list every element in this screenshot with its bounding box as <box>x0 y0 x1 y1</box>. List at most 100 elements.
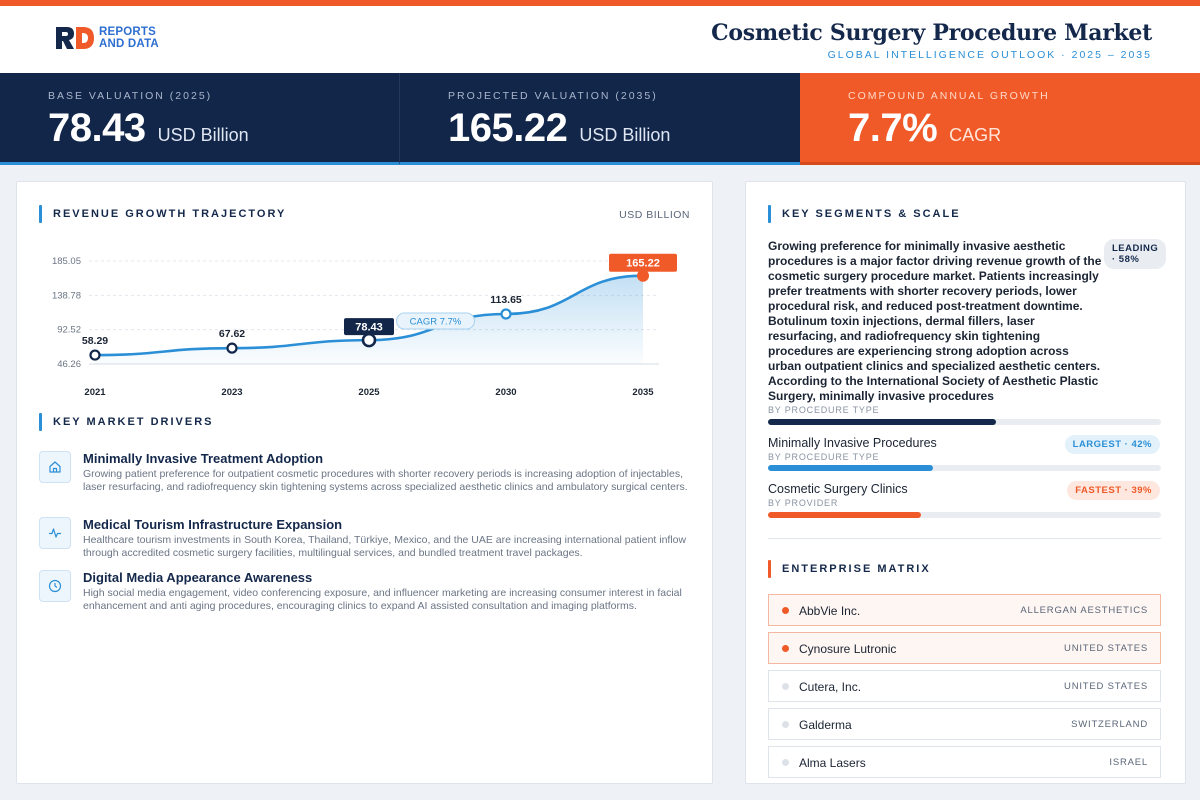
segment-name: Cosmetic Surgery Clinics <box>768 482 908 496</box>
y-tick-label: 138.78 <box>52 290 81 301</box>
kpi-unit: USD Billion <box>157 125 249 145</box>
logo-rd-icon <box>56 27 94 49</box>
segment-name: Minimally Invasive Procedures <box>768 436 937 450</box>
value-label-box <box>344 318 394 336</box>
drivers-section-title: KEY MARKET DRIVERS <box>53 416 214 428</box>
enterprise-location: SWITZERLAND <box>1071 719 1148 730</box>
x-tick-label: 2035 <box>632 387 654 398</box>
pulse-icon <box>39 517 71 549</box>
logo-text: REPORTS AND DATA <box>99 26 159 50</box>
home-icon <box>39 451 71 483</box>
logo-line-2: AND DATA <box>99 38 159 50</box>
logo-line-1: REPORTS <box>99 26 156 38</box>
kpi-label: BASE VALUATION (2025) <box>48 90 213 102</box>
data-label: 67.62 <box>219 328 245 340</box>
left-panel: REVENUE GROWTH TRAJECTORY USD BILLION 18… <box>16 181 713 784</box>
segment-sub-label: BY PROCEDURE TYPE <box>768 452 880 462</box>
driver-description: Healthcare tourism investments in South … <box>83 534 687 559</box>
driver-title: Minimally Invasive Treatment Adoption <box>83 451 324 466</box>
reports-and-data-logo[interactable]: RD REPORTS AND DATA <box>55 26 159 50</box>
segments-section-title: KEY SEGMENTS & SCALE <box>782 208 961 220</box>
driver-description: High social media engagement, video conf… <box>83 587 682 612</box>
segment-sub-label: BY PROVIDER <box>768 498 839 508</box>
kpi-value: 78.43 <box>48 106 146 150</box>
segment-share-fill <box>768 512 922 518</box>
status-dot <box>782 607 789 614</box>
right-panel: KEY SEGMENTS & SCALE Growing preference … <box>745 181 1186 784</box>
chart-unit-label: USD BILLION <box>619 209 690 221</box>
revenue-growth-chart: 185.05 138.78 92.52 46.26 CAGR 7.7% 2021 58.29… <box>52 253 677 398</box>
segment-lead-text: Growing preference for minimally invasiv… <box>768 239 1102 403</box>
y-tick-label: 92.52 <box>57 325 81 336</box>
enterprise-name: Cynosure Lutronic <box>799 642 897 656</box>
leading-badge-share: · 58% <box>1112 254 1140 265</box>
status-dot <box>782 721 789 728</box>
segment-share-fill <box>768 419 996 425</box>
enterprise-location: ISRAEL <box>1109 757 1148 768</box>
enterprise-name: Cutera, Inc. <box>799 680 862 694</box>
enterprise-section-header: ENTERPRISE MATRIX <box>768 560 931 578</box>
segments-section-header: KEY SEGMENTS & SCALE <box>768 205 961 223</box>
section-accent-bar <box>768 205 771 223</box>
page-header: RD REPORTS AND DATA Cosmetic Surgery Pro… <box>0 6 1200 73</box>
segment-share-fill <box>768 465 934 471</box>
data-label: 58.29 <box>82 335 108 347</box>
kpi-label: COMPOUND ANNUAL GROWTH <box>848 90 1050 102</box>
x-tick-label: 2023 <box>221 387 242 398</box>
data-label: 78.43 <box>355 322 383 334</box>
kpi-label: PROJECTED VALUATION (2035) <box>448 90 658 102</box>
status-dot <box>782 683 789 690</box>
revenue-section-title: REVENUE GROWTH TRAJECTORY <box>53 208 287 220</box>
y-tick-label: 46.26 <box>57 359 81 370</box>
leading-badge: LEADING · 58% <box>1104 239 1167 269</box>
fastest-badge: FASTEST · 39% <box>1067 481 1160 500</box>
x-tick-label: 2030 <box>495 387 516 398</box>
section-accent-bar <box>768 560 771 578</box>
enterprise-row[interactable]: AbbVie Inc. ALLERGAN AESTHETICS <box>768 594 1161 626</box>
driver-title: Digital Media Appearance Awareness <box>83 570 313 585</box>
status-dot <box>782 759 789 766</box>
kpi-projected-valuation: PROJECTED VALUATION (2035) 165.22 USD Bi… <box>399 73 800 165</box>
y-tick-label: 185.05 <box>52 256 81 267</box>
enterprise-row[interactable]: Cutera, Inc. UNITED STATES <box>768 670 1161 702</box>
section-accent-bar <box>39 205 42 223</box>
drivers-section-header: KEY MARKET DRIVERS <box>39 413 213 431</box>
x-tick-label: 2021 <box>84 387 106 398</box>
revenue-section-header: REVENUE GROWTH TRAJECTORY <box>39 205 286 223</box>
kpi-unit: USD Billion <box>579 125 671 145</box>
data-point <box>89 349 101 361</box>
driver-description: Growing patient preference for outpatien… <box>83 468 688 493</box>
data-point <box>637 269 649 282</box>
enterprise-location: UNITED STATES <box>1064 643 1148 654</box>
driver-title: Medical Tourism Infrastructure Expansion <box>83 517 343 532</box>
data-label: 113.65 <box>490 294 522 306</box>
segment-share-bar <box>768 419 1161 425</box>
x-tick-label: 2025 <box>358 387 380 398</box>
enterprise-row[interactable]: Galderma SWITZERLAND <box>768 708 1161 740</box>
kpi-cagr: COMPOUND ANNUAL GROWTH 7.7% CAGR <box>800 73 1200 165</box>
enterprise-row[interactable]: Cynosure Lutronic UNITED STATES <box>768 632 1161 664</box>
area-fill <box>95 275 643 364</box>
page-subtitle: GLOBAL INTELLIGENCE OUTLOOK · 2025 – 203… <box>827 49 1152 61</box>
enterprise-section-title: ENTERPRISE MATRIX <box>782 563 931 575</box>
data-point <box>361 332 377 348</box>
data-point <box>226 342 238 354</box>
section-accent-bar <box>39 413 42 431</box>
enterprise-location: UNITED STATES <box>1064 681 1148 692</box>
page-title: Cosmetic Surgery Procedure Market <box>711 20 1152 46</box>
kpi-unit: CAGR <box>949 125 1002 145</box>
segment-share-bar <box>768 465 1161 471</box>
kpi-strip: BASE VALUATION (2025) 78.43 USD Billion … <box>0 73 1200 165</box>
section-divider <box>768 538 1161 539</box>
value-label-box <box>609 253 677 272</box>
accent-top-bar <box>0 0 1200 6</box>
kpi-value: 165.22 <box>448 106 568 150</box>
largest-badge: LARGEST · 42% <box>1064 435 1160 454</box>
status-dot <box>782 645 789 652</box>
cagr-annotation-pill <box>396 312 475 330</box>
segment-sub-label: BY PROCEDURE TYPE <box>768 405 880 415</box>
data-point <box>500 308 512 320</box>
leading-badge-label: LEADING <box>1112 243 1159 254</box>
enterprise-row[interactable]: Alma Lasers ISRAEL <box>768 746 1161 778</box>
segment-share-bar <box>768 512 1161 518</box>
